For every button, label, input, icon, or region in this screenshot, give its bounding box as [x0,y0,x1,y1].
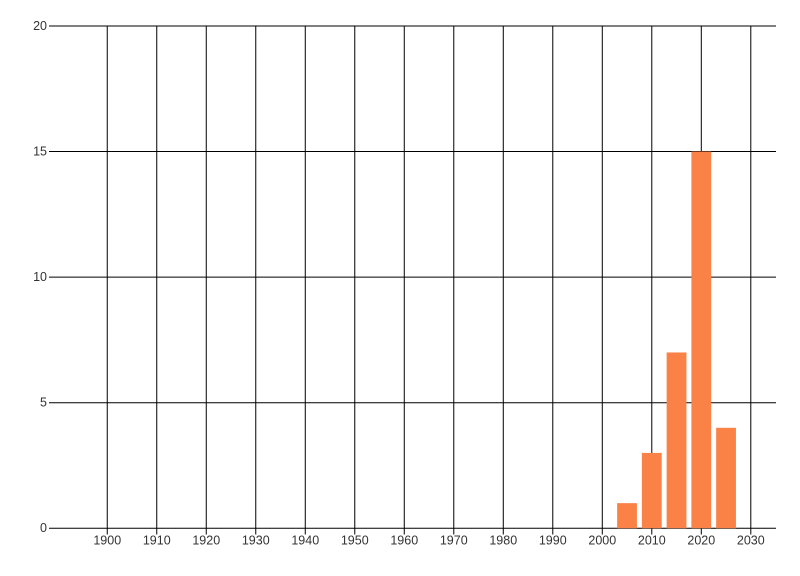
svg-text:1940: 1940 [291,534,319,548]
svg-text:1900: 1900 [93,534,121,548]
svg-text:1960: 1960 [390,534,418,548]
svg-text:1970: 1970 [440,534,468,548]
svg-text:1990: 1990 [539,534,567,548]
svg-text:1920: 1920 [192,534,220,548]
svg-text:2010: 2010 [638,534,666,548]
svg-text:2000: 2000 [588,534,616,548]
svg-text:2030: 2030 [737,534,765,548]
svg-text:15: 15 [33,144,47,158]
svg-text:1950: 1950 [341,534,369,548]
svg-text:5: 5 [40,395,47,409]
svg-text:2020: 2020 [687,534,715,548]
svg-text:10: 10 [33,270,47,284]
svg-text:0: 0 [40,521,47,535]
svg-text:1980: 1980 [489,534,517,548]
svg-text:20: 20 [33,19,47,33]
svg-text:1910: 1910 [143,534,171,548]
svg-text:1930: 1930 [242,534,270,548]
